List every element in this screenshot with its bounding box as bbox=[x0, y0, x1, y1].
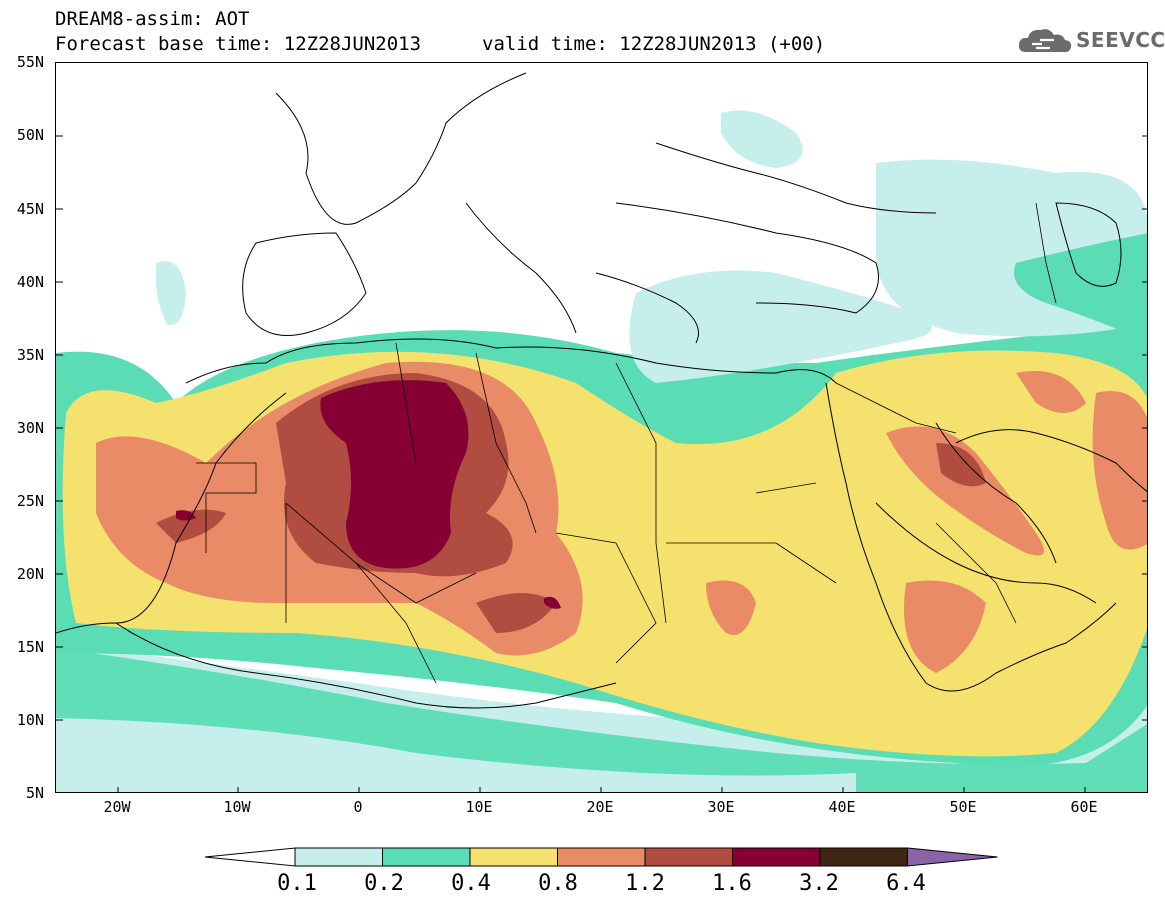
lon-label-10e: 10E bbox=[465, 798, 493, 816]
coastlines bbox=[56, 72, 1147, 709]
aot-band-1.2-mauritania bbox=[156, 509, 226, 543]
legend-label-6.4: 6.4 bbox=[886, 871, 926, 896]
aot-band-0.8-pakistan bbox=[1092, 391, 1147, 550]
legend-label-0.2: 0.2 bbox=[364, 871, 404, 896]
legend-cell bbox=[732, 847, 821, 867]
legend-label-0.8: 0.8 bbox=[538, 871, 578, 896]
aot-band-0.1-south bbox=[56, 718, 856, 792]
legend-label-0.1: 0.1 bbox=[277, 871, 317, 896]
valid-time: valid time: 12Z28JUN2013 (+00) bbox=[482, 33, 826, 55]
legend-cell bbox=[294, 847, 383, 867]
legend-cell bbox=[644, 847, 733, 867]
aot-map bbox=[56, 63, 1147, 792]
lon-label-40e: 40E bbox=[828, 798, 856, 816]
aot-patch-ukraine bbox=[721, 110, 803, 168]
aot-band-1.6 bbox=[320, 380, 469, 569]
legend-label-3.2: 3.2 bbox=[799, 871, 839, 896]
aot-band-0.8-iran bbox=[1016, 371, 1086, 413]
aot-patch-spain bbox=[155, 261, 186, 326]
lat-label-55n: 55N bbox=[16, 53, 44, 71]
aot-band-1.6-tchad bbox=[544, 596, 561, 609]
legend-cell bbox=[382, 847, 471, 867]
lon-label-60e: 60E bbox=[1070, 798, 1098, 816]
legend-label-1.2: 1.2 bbox=[625, 871, 665, 896]
aot-band-1.2-chad bbox=[476, 593, 556, 633]
lon-label-0: 0 bbox=[353, 798, 363, 816]
legend-cell bbox=[469, 847, 558, 867]
aot-band-0.8-gulf bbox=[886, 426, 1044, 556]
aot-patch-eastmed bbox=[629, 270, 932, 383]
aot-band-0.8-sudan bbox=[706, 580, 756, 635]
aot-patch-central-asia bbox=[1014, 233, 1147, 343]
forecast-base-time: Forecast base time: 12Z28JUN2013 bbox=[55, 33, 422, 55]
lat-label-40n: 40N bbox=[16, 273, 44, 291]
seevccc-logo: SEEVCCC bbox=[1016, 24, 1165, 60]
lat-label-30n: 30N bbox=[16, 419, 44, 437]
borders bbox=[196, 202, 1057, 684]
lat-label-5n: 5N bbox=[25, 784, 44, 802]
lat-label-35n: 35N bbox=[16, 346, 44, 364]
legend-arrow-low bbox=[205, 847, 296, 867]
legend-label-0.4: 0.4 bbox=[451, 871, 491, 896]
lat-label-20n: 20N bbox=[16, 565, 44, 583]
legend-label-1.6: 1.6 bbox=[712, 871, 752, 896]
lat-label-15n: 15N bbox=[16, 638, 44, 656]
map-panel bbox=[55, 62, 1148, 793]
legend-cell bbox=[819, 847, 908, 867]
legend-cell bbox=[557, 847, 646, 867]
aot-colorbar bbox=[205, 847, 998, 867]
aot-band-1.2-iraq bbox=[936, 443, 986, 487]
lat-label-10n: 10N bbox=[16, 711, 44, 729]
map-title: DREAM8-assim: AOT bbox=[55, 8, 250, 30]
legend-arrow-high bbox=[907, 847, 998, 867]
lon-label-10w: 10W bbox=[223, 798, 251, 816]
tick-marks bbox=[56, 135, 1147, 792]
lat-label-25n: 25N bbox=[16, 492, 44, 510]
lat-label-45n: 45N bbox=[16, 200, 44, 218]
lon-label-20w: 20W bbox=[103, 798, 131, 816]
logo-text: SEEVCCC bbox=[1076, 28, 1165, 52]
aot-band-0.8-yemen bbox=[904, 580, 986, 673]
lon-label-50e: 50E bbox=[949, 798, 977, 816]
lat-label-50n: 50N bbox=[16, 126, 44, 144]
lon-label-30e: 30E bbox=[707, 798, 735, 816]
lon-label-20e: 20E bbox=[586, 798, 614, 816]
cloud-icon bbox=[1018, 29, 1072, 53]
